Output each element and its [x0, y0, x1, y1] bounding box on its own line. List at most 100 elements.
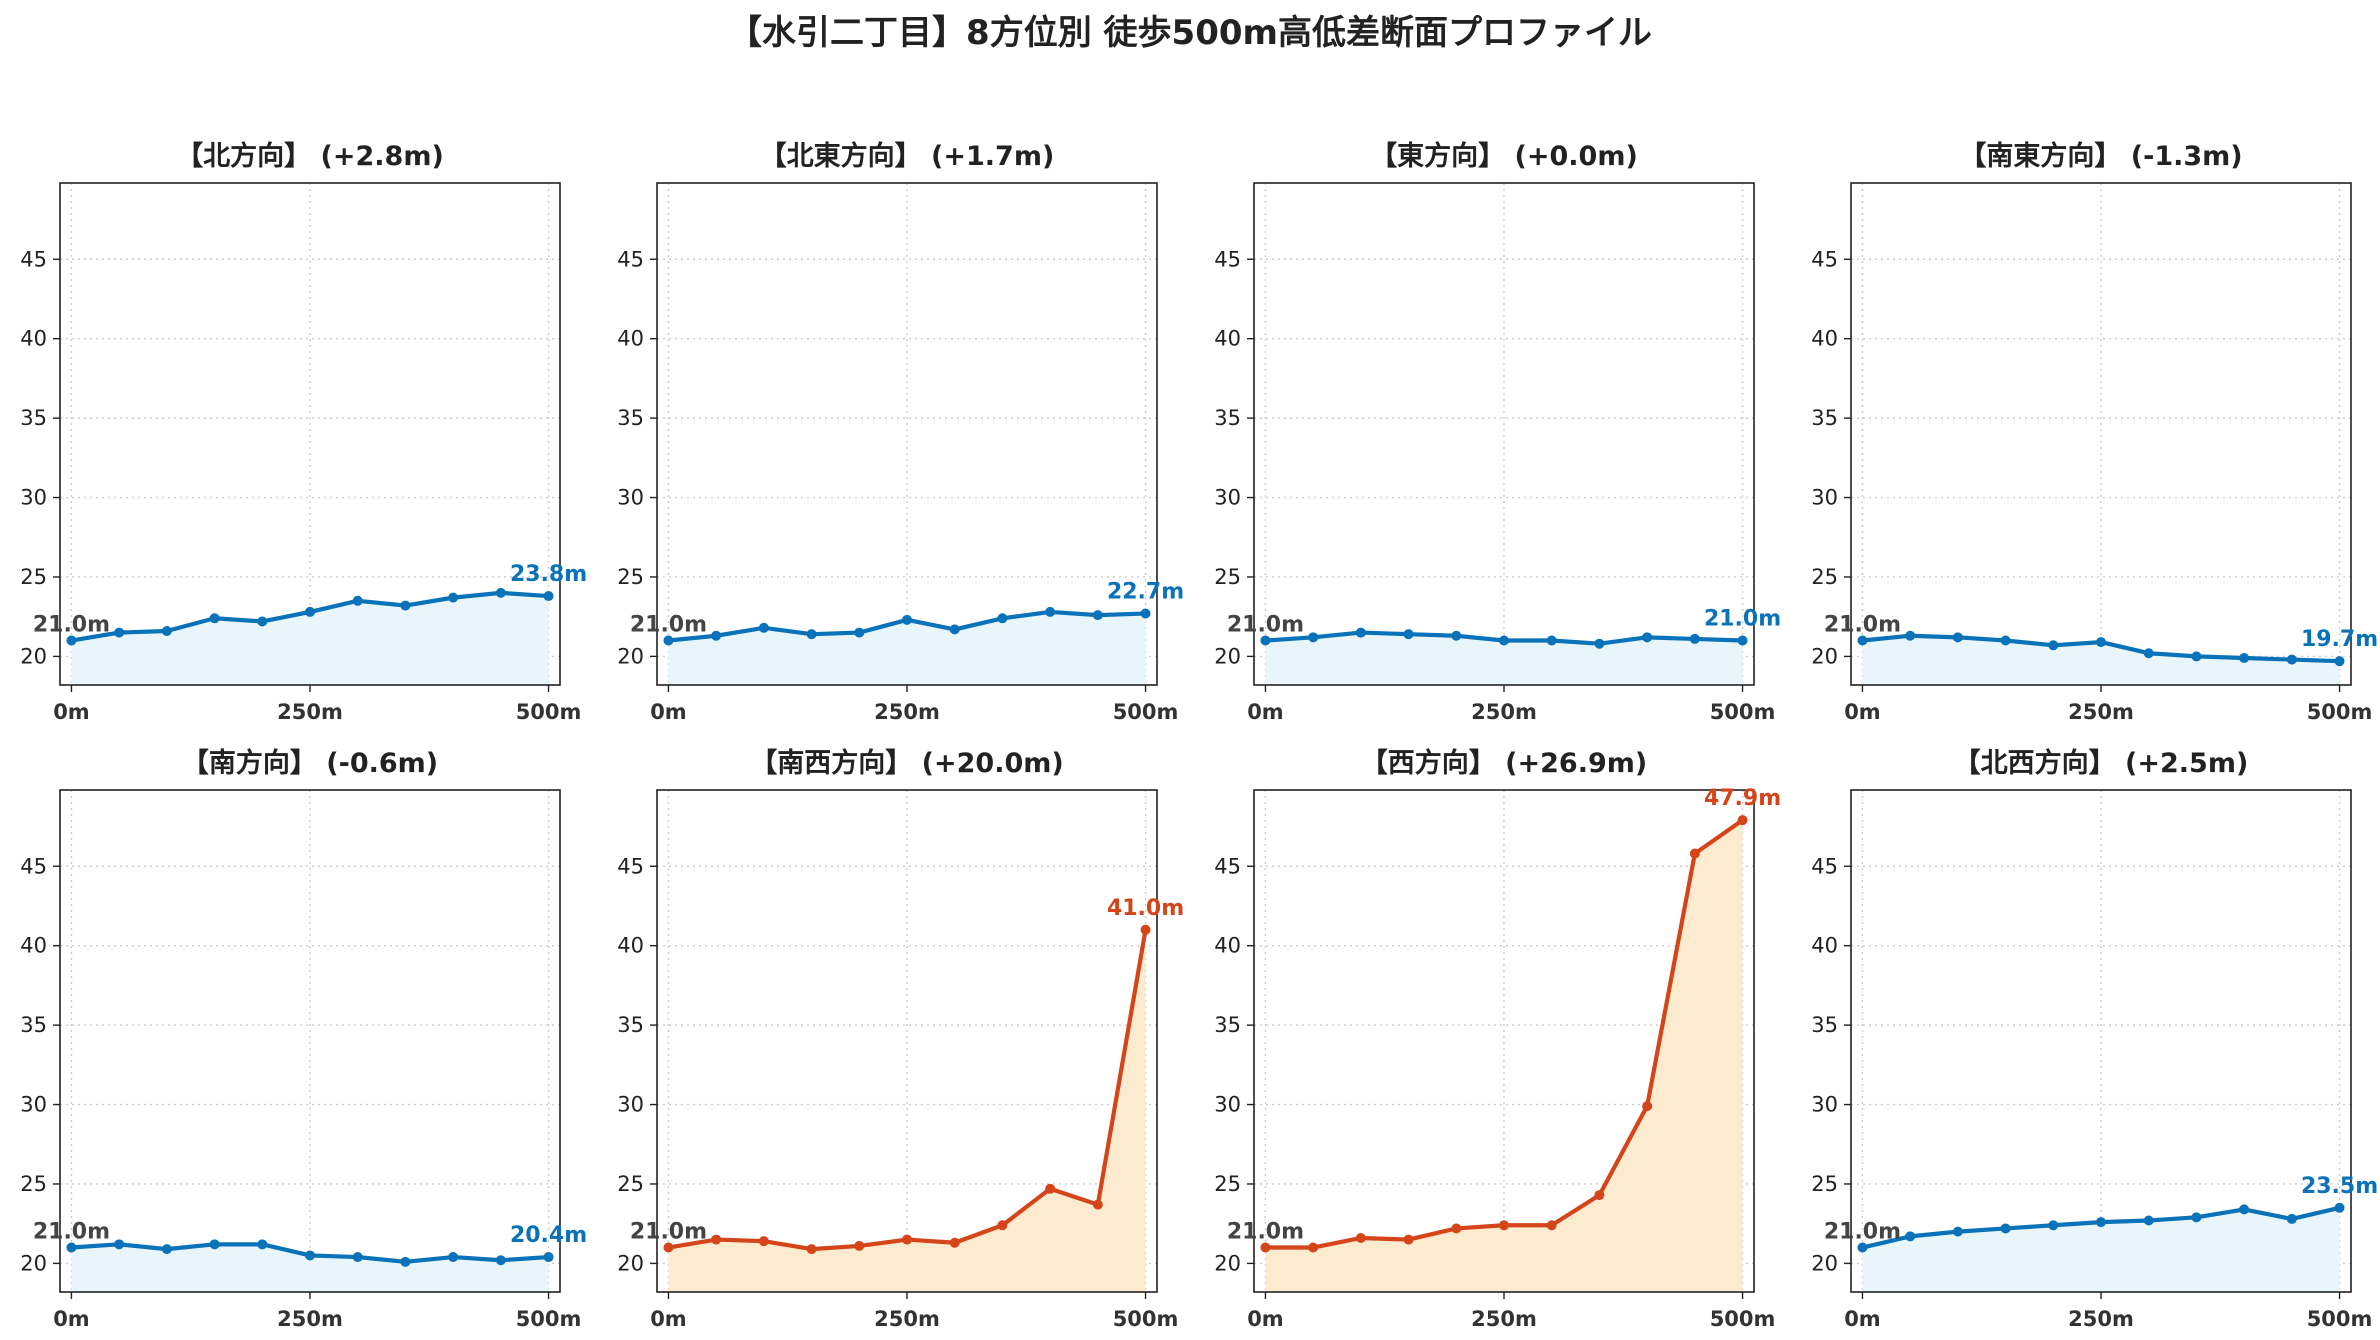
axes-frame: [656, 789, 1158, 1293]
y-tick-label: 20: [1214, 1251, 1241, 1275]
data-point: [257, 616, 268, 627]
data-point: [758, 622, 769, 633]
x-tick-label: 500m: [2307, 700, 2373, 724]
data-point: [1451, 630, 1462, 641]
y-tick-label: 35: [1214, 1013, 1241, 1037]
panel-title: 【南西方向】 (+20.0m): [750, 747, 1063, 779]
end-label: 20.4m: [510, 1223, 587, 1248]
data-point: [114, 1239, 125, 1250]
data-point: [543, 1252, 554, 1263]
area-fill: [1862, 635, 2340, 685]
data-point: [352, 1252, 363, 1263]
panel-title: 【北東方向】 (+1.7m): [760, 140, 1055, 172]
x-tick-label: 0m: [1844, 700, 1881, 724]
data-point: [2048, 1220, 2059, 1231]
y-tick-label: 30: [20, 1093, 47, 1117]
end-label: 22.7m: [1107, 580, 1184, 605]
data-point: [543, 591, 554, 602]
data-point: [1546, 1220, 1557, 1231]
data-point: [1355, 627, 1366, 638]
start-label: 21.0m: [33, 1220, 110, 1245]
y-tick-label: 35: [20, 1013, 47, 1037]
data-point: [2334, 656, 2345, 667]
x-tick-label: 500m: [1113, 700, 1179, 724]
data-point: [352, 595, 363, 606]
x-tick-label: 500m: [2307, 1307, 2373, 1331]
data-point: [400, 1256, 411, 1267]
y-tick-label: 45: [1214, 247, 1241, 271]
y-tick-label: 25: [1214, 1172, 1241, 1196]
x-tick-label: 250m: [2068, 1307, 2134, 1331]
axes-frame: [1850, 182, 2352, 686]
panel-2: 【東方向】 (+0.0m) 20 25 30 35 40 45 0m 250m 500m 21.0m…: [1214, 140, 1781, 724]
y-tick-label: 40: [20, 327, 47, 351]
y-tick-label: 45: [617, 247, 644, 271]
y-tick-label: 40: [1214, 934, 1241, 958]
y-tick-label: 40: [617, 934, 644, 958]
x-tick-label: 250m: [1471, 1307, 1537, 1331]
y-tick-label: 20: [617, 644, 644, 668]
y-tick-label: 25: [1811, 565, 1838, 589]
data-point: [1308, 632, 1319, 643]
end-label: 23.8m: [510, 562, 587, 587]
data-point: [1140, 924, 1151, 935]
data-point: [1308, 1242, 1319, 1253]
data-point: [2143, 1215, 2154, 1226]
data-point: [1737, 635, 1748, 646]
panel-title: 【東方向】 (+0.0m): [1370, 140, 1638, 172]
x-tick-label: 500m: [516, 700, 582, 724]
end-label: 19.7m: [2301, 627, 2378, 652]
y-tick-label: 45: [1811, 854, 1838, 878]
data-point: [1140, 608, 1151, 619]
y-tick-label: 20: [1811, 1251, 1838, 1275]
data-point: [161, 625, 172, 636]
data-point: [1689, 633, 1700, 644]
axes-frame: [656, 182, 1158, 686]
data-point: [2096, 1217, 2106, 1228]
data-point: [209, 1239, 220, 1250]
y-tick-label: 20: [20, 1251, 47, 1275]
x-tick-label: 250m: [2068, 700, 2134, 724]
y-tick-label: 30: [617, 1093, 644, 1117]
y-tick-label: 45: [1214, 854, 1241, 878]
area-fill: [71, 1244, 549, 1292]
data-point: [1499, 1220, 1509, 1231]
y-tick-label: 35: [1214, 406, 1241, 430]
x-tick-label: 250m: [1471, 700, 1537, 724]
y-tick-label: 25: [1214, 565, 1241, 589]
data-point: [114, 627, 125, 638]
panel-0: 【北方向】 (+2.8m) 20 25 30 35 40 45 0m 250m 500m 21.0m…: [20, 140, 587, 724]
x-tick-label: 500m: [1710, 1307, 1776, 1331]
data-point: [806, 1244, 817, 1255]
area-fill: [668, 929, 1146, 1292]
panel-title: 【西方向】 (+26.9m): [1361, 747, 1647, 779]
data-point: [161, 1244, 172, 1255]
axes-frame: [1253, 182, 1755, 686]
y-tick-label: 45: [617, 854, 644, 878]
y-tick-label: 20: [1811, 644, 1838, 668]
data-point: [1045, 606, 1056, 617]
area-fill: [1265, 632, 1743, 685]
data-point: [2096, 637, 2106, 648]
axes-frame: [1850, 789, 2352, 1293]
start-label: 21.0m: [1227, 1220, 1304, 1245]
axes-frame: [1253, 789, 1755, 1293]
panel-6: 【西方向】 (+26.9m) 20 25 30 35 40 45 0m 250m 500m 21.0…: [1214, 747, 1781, 1331]
data-point: [1546, 635, 1557, 646]
data-point: [448, 592, 459, 603]
panel-5: 【南西方向】 (+20.0m) 20 25 30 35 40 45 0m 250m 500m 21.…: [617, 747, 1184, 1331]
panel-title: 【北西方向】 (+2.5m): [1954, 747, 2249, 779]
y-tick-label: 25: [1811, 1172, 1838, 1196]
data-point: [2143, 648, 2154, 659]
data-point: [1092, 610, 1103, 621]
y-tick-label: 30: [20, 486, 47, 510]
y-tick-label: 20: [617, 1251, 644, 1275]
y-tick-label: 30: [1214, 1093, 1241, 1117]
data-point: [1403, 1234, 1414, 1245]
data-point: [1403, 629, 1414, 640]
data-point: [1857, 1242, 1868, 1253]
data-point: [949, 1237, 960, 1248]
y-tick-label: 30: [1811, 1093, 1838, 1117]
x-tick-label: 0m: [650, 1307, 687, 1331]
